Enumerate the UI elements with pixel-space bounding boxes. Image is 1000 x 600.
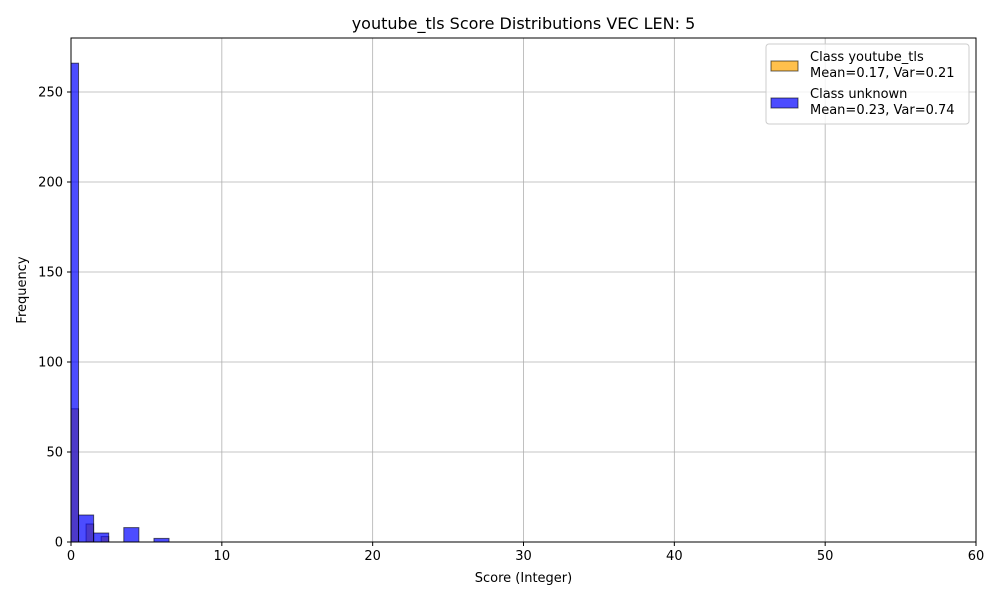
x-axis-ticks: 0 10 20 30 40 50 60 — [67, 542, 984, 564]
histogram-bar — [70, 62, 80, 543]
y-tick-label: 200 — [38, 176, 63, 191]
y-tick-label: 0 — [55, 536, 63, 551]
y-axis-label: Frequency — [15, 256, 30, 323]
histogram-bar — [153, 537, 170, 543]
histogram-bar — [78, 514, 95, 543]
x-tick-label: 30 — [515, 549, 532, 564]
x-tick-label: 40 — [666, 549, 683, 564]
legend-series-name: Class unknown — [810, 87, 907, 102]
y-axis-ticks: 0 50 100 150 200 250 — [38, 86, 71, 551]
histogram-bar — [93, 532, 110, 543]
series-unknown-bars — [70, 62, 170, 543]
y-tick-label: 250 — [38, 86, 63, 101]
legend-series-stats: Mean=0.17, Var=0.21 — [810, 66, 955, 81]
y-tick-label: 150 — [38, 266, 63, 281]
x-tick-label: 20 — [364, 549, 381, 564]
y-tick-label: 50 — [46, 446, 63, 461]
legend-series-name: Class youtube_tls — [810, 50, 924, 65]
chart-title: youtube_tls Score Distributions VEC LEN:… — [352, 14, 696, 34]
x-tick-label: 0 — [67, 549, 75, 564]
legend-swatch — [770, 97, 799, 109]
legend-swatch — [770, 60, 799, 72]
x-tick-label: 60 — [968, 549, 985, 564]
legend-box — [765, 43, 970, 125]
legend-series-stats: Mean=0.23, Var=0.74 — [810, 103, 955, 118]
y-tick-label: 100 — [38, 356, 63, 371]
x-tick-label: 50 — [817, 549, 834, 564]
x-tick-label: 10 — [214, 549, 231, 564]
x-axis-label: Score (Integer) — [475, 571, 572, 586]
histogram-bar — [123, 527, 140, 543]
